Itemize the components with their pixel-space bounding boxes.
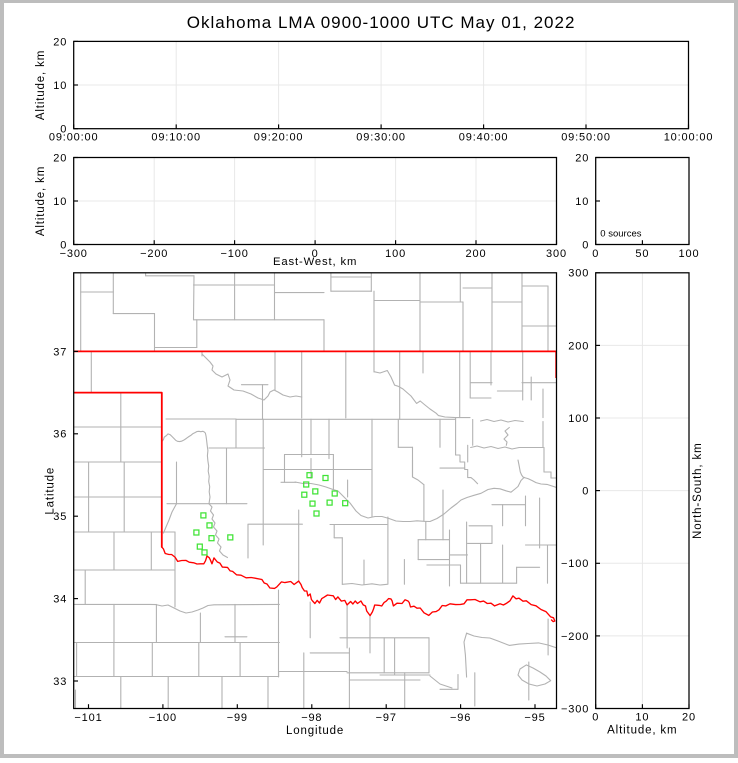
svg-text:−98: −98 <box>301 712 322 724</box>
svg-text:0: 0 <box>312 248 319 260</box>
svg-text:0: 0 <box>582 486 589 498</box>
svg-text:09:20:00: 09:20:00 <box>254 132 304 144</box>
svg-text:100: 100 <box>385 248 406 260</box>
svg-text:Altitude, km: Altitude, km <box>35 166 47 236</box>
svg-text:100: 100 <box>679 248 700 260</box>
svg-text:200: 200 <box>466 248 487 260</box>
svg-text:35: 35 <box>53 511 67 523</box>
svg-text:10: 10 <box>575 196 589 208</box>
svg-text:0 sources: 0 sources <box>600 228 641 239</box>
svg-text:09:50:00: 09:50:00 <box>561 132 611 144</box>
svg-text:10:00:00: 10:00:00 <box>664 132 714 144</box>
svg-text:36: 36 <box>53 429 67 441</box>
svg-text:0: 0 <box>582 239 589 251</box>
svg-text:East-West, km: East-West, km <box>273 256 357 268</box>
svg-text:09:40:00: 09:40:00 <box>459 132 509 144</box>
svg-text:20: 20 <box>575 152 589 164</box>
svg-text:Longitude: Longitude <box>286 725 344 737</box>
svg-text:300: 300 <box>568 268 589 280</box>
svg-text:−300: −300 <box>561 703 589 715</box>
svg-text:Altitude, km: Altitude, km <box>607 725 677 737</box>
svg-text:−100: −100 <box>561 558 589 570</box>
svg-text:Oklahoma LMA 0900-1000 UTC May: Oklahoma LMA 0900-1000 UTC May 01, 2022 <box>187 13 576 32</box>
svg-text:0: 0 <box>60 239 67 251</box>
svg-text:−100: −100 <box>221 248 249 260</box>
svg-text:37: 37 <box>53 346 67 358</box>
svg-text:−300: −300 <box>60 248 88 260</box>
svg-text:33: 33 <box>53 676 67 688</box>
svg-text:50: 50 <box>635 248 649 260</box>
svg-text:20: 20 <box>53 36 67 48</box>
svg-text:−101: −101 <box>74 712 102 724</box>
svg-text:09:00:00: 09:00:00 <box>49 132 99 144</box>
svg-text:09:10:00: 09:10:00 <box>151 132 201 144</box>
svg-text:−95: −95 <box>524 712 545 724</box>
svg-text:34: 34 <box>53 594 67 606</box>
svg-text:200: 200 <box>568 340 589 352</box>
svg-text:09:30:00: 09:30:00 <box>356 132 406 144</box>
svg-text:0: 0 <box>592 248 599 260</box>
svg-text:0: 0 <box>60 124 67 136</box>
svg-text:10: 10 <box>53 80 67 92</box>
svg-text:−97: −97 <box>376 712 397 724</box>
svg-text:North-South, km: North-South, km <box>692 442 704 538</box>
svg-text:20: 20 <box>682 712 696 724</box>
svg-text:−200: −200 <box>140 248 168 260</box>
svg-text:Latitude: Latitude <box>45 467 57 515</box>
svg-text:0: 0 <box>592 712 599 724</box>
svg-text:300: 300 <box>546 248 567 260</box>
svg-text:−99: −99 <box>227 712 248 724</box>
svg-text:20: 20 <box>53 152 67 164</box>
svg-text:−200: −200 <box>561 631 589 643</box>
svg-text:10: 10 <box>53 196 67 208</box>
svg-text:100: 100 <box>568 413 589 425</box>
svg-text:10: 10 <box>635 712 649 724</box>
svg-text:Altitude, km: Altitude, km <box>35 50 47 120</box>
svg-text:−96: −96 <box>450 712 471 724</box>
svg-text:−100: −100 <box>149 712 177 724</box>
